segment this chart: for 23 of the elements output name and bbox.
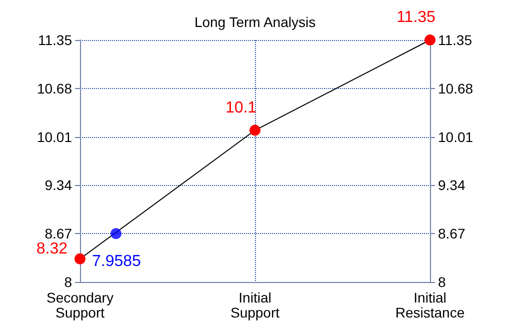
- y2-tick-label: 8: [438, 274, 446, 290]
- y2-tick-label: 10.01: [438, 128, 474, 145]
- x-tick-label: Secondary Support: [46, 290, 114, 320]
- y-tick-label: 8.67: [44, 226, 72, 242]
- point: [74, 253, 86, 264]
- y-tick-label: 8: [64, 274, 72, 290]
- y-tick-label: 10.01: [36, 128, 72, 145]
- point: [250, 124, 260, 136]
- y-tick-label: 9.34: [44, 177, 72, 194]
- y2-tick-label: 8.67: [438, 226, 466, 242]
- y-tick-label: 10.68: [36, 80, 72, 96]
- data-label: 8.32: [36, 240, 68, 258]
- data-label: 11.35: [396, 9, 436, 26]
- point: [424, 34, 436, 46]
- annotation: 7.9585: [92, 253, 142, 270]
- x-tick-label: Initial Support: [230, 290, 280, 320]
- y2-tick-label: 9.34: [438, 177, 466, 194]
- x-tick-label: Initial Resistance: [395, 290, 465, 320]
- y-tick-label: 11.35: [38, 32, 72, 48]
- y2-tick-label: 11.35: [438, 32, 472, 48]
- data-label: 10.1: [225, 99, 257, 116]
- chart-title: Long Term Analysis: [194, 14, 316, 30]
- y2-tick-label: 10.68: [438, 80, 474, 96]
